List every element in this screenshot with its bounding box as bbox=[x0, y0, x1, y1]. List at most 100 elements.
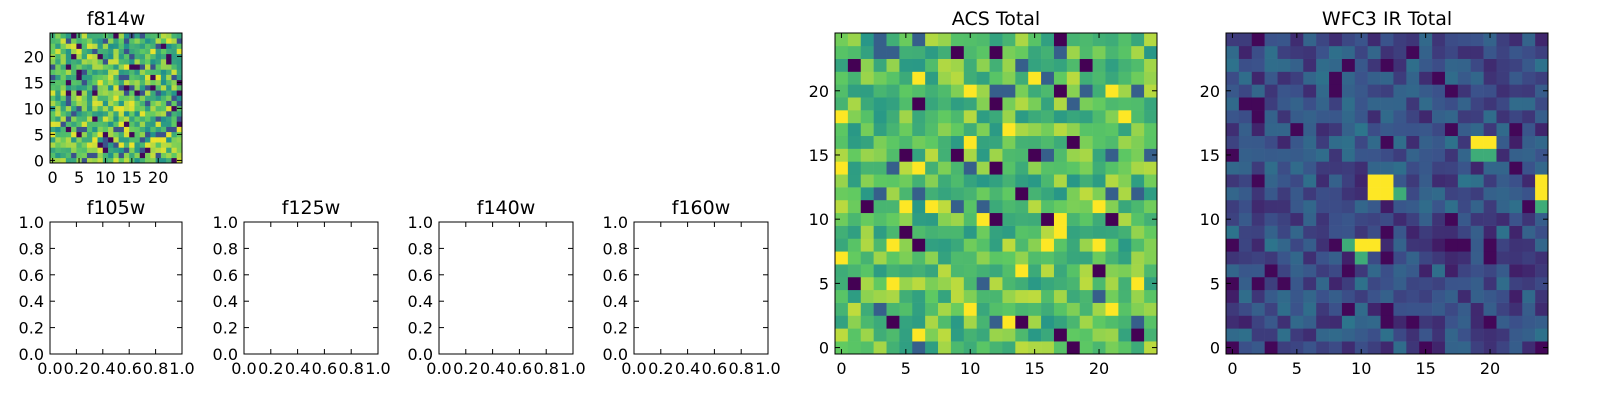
heatmap-cell bbox=[1535, 33, 1549, 47]
heatmap-cell bbox=[176, 38, 183, 44]
heatmap-cell bbox=[1316, 276, 1330, 291]
heatmap-cell bbox=[912, 289, 926, 303]
heatmap-cell bbox=[1105, 84, 1119, 98]
heatmap-cell bbox=[118, 74, 125, 81]
heatmap-cell bbox=[1144, 84, 1158, 98]
heatmap-cell bbox=[950, 174, 965, 188]
heatmap-cell bbox=[86, 121, 93, 127]
heatmap-cell bbox=[1483, 110, 1497, 124]
axes-frame bbox=[243, 221, 379, 355]
heatmap-cell bbox=[1316, 84, 1330, 98]
heatmap-cell bbox=[1329, 225, 1343, 239]
heatmap-cell bbox=[92, 38, 98, 44]
heatmap-cell bbox=[1105, 302, 1119, 316]
heatmap-cell bbox=[1290, 148, 1304, 162]
heatmap-cell bbox=[925, 122, 939, 137]
heatmap-cell bbox=[129, 116, 135, 122]
heatmap-cell bbox=[1354, 71, 1368, 85]
heatmap-cell bbox=[50, 85, 56, 91]
heatmap-cell bbox=[1522, 45, 1536, 59]
heatmap-cell bbox=[86, 74, 93, 81]
heatmap-cell bbox=[65, 33, 72, 39]
heatmap-cell bbox=[873, 148, 887, 162]
heatmap-cell bbox=[989, 199, 1003, 214]
heatmap-cell bbox=[1028, 187, 1042, 201]
heatmap-cell bbox=[1290, 328, 1304, 342]
heatmap-cell bbox=[1496, 264, 1510, 278]
x-tick-label: 0.0 bbox=[37, 359, 62, 378]
heatmap-cell bbox=[81, 69, 88, 75]
heatmap-cell bbox=[129, 74, 135, 81]
heatmap-cell bbox=[1277, 251, 1291, 265]
heatmap-cell bbox=[1092, 58, 1106, 72]
heatmap-cell bbox=[847, 276, 862, 291]
heatmap-cell bbox=[1393, 71, 1407, 85]
heatmap-cell bbox=[1002, 71, 1016, 85]
heatmap-cell bbox=[1015, 84, 1029, 98]
heatmap-cell bbox=[1496, 135, 1510, 149]
heatmap-cell bbox=[92, 152, 98, 159]
heatmap-cell bbox=[989, 97, 1003, 111]
heatmap-cell bbox=[1509, 33, 1523, 47]
heatmap-cell bbox=[989, 45, 1003, 59]
heatmap-cell bbox=[1329, 212, 1343, 226]
heatmap-cell bbox=[65, 59, 72, 65]
heatmap-cell bbox=[976, 174, 990, 188]
heatmap-cell bbox=[76, 152, 82, 159]
heatmap-cell bbox=[886, 161, 900, 175]
heatmap-cell bbox=[950, 161, 965, 175]
heatmap-cell bbox=[886, 315, 900, 329]
heatmap-cell bbox=[1264, 33, 1278, 47]
heatmap-cell bbox=[899, 71, 913, 85]
heatmap-cell bbox=[1226, 110, 1240, 124]
heatmap-cell bbox=[134, 33, 141, 39]
heatmap-cell bbox=[1251, 238, 1265, 252]
heatmap-cell bbox=[1290, 58, 1304, 72]
heatmap-cell bbox=[1419, 238, 1433, 252]
heatmap-cell bbox=[60, 53, 67, 60]
heatmap-cell bbox=[139, 111, 146, 117]
heatmap-cell bbox=[847, 302, 862, 316]
heatmap-cell bbox=[989, 315, 1003, 329]
heatmap-cell bbox=[76, 69, 82, 75]
heatmap-cell bbox=[139, 74, 146, 81]
heatmap-cell bbox=[1535, 264, 1549, 278]
x-tick-label: 0.0 bbox=[231, 359, 256, 378]
heatmap-cell bbox=[145, 137, 151, 143]
heatmap-cell bbox=[1118, 238, 1132, 252]
heatmap-cell bbox=[1367, 135, 1381, 149]
heatmap-cell bbox=[1251, 315, 1265, 329]
heatmap-cell bbox=[123, 131, 130, 138]
heatmap-cell bbox=[123, 53, 130, 60]
heatmap-cell bbox=[145, 116, 151, 122]
heatmap-cell bbox=[976, 33, 990, 47]
heatmap-cell bbox=[1303, 289, 1317, 303]
heatmap-cell bbox=[1329, 341, 1343, 355]
heatmap-cell bbox=[102, 105, 109, 112]
heatmap-cell bbox=[899, 84, 913, 98]
heatmap-cell bbox=[160, 131, 167, 138]
heatmap-cell bbox=[86, 64, 93, 70]
heatmap-cell bbox=[1522, 135, 1536, 149]
heatmap-cell bbox=[1432, 161, 1446, 175]
heatmap-cell bbox=[113, 43, 119, 49]
heatmap-cell bbox=[1470, 161, 1484, 175]
heatmap-cell bbox=[97, 111, 104, 117]
heatmap-cell bbox=[1277, 110, 1291, 124]
heatmap-cell bbox=[92, 116, 98, 122]
heatmap-cell bbox=[1303, 302, 1317, 316]
heatmap-cell bbox=[1264, 122, 1278, 137]
heatmap-cell bbox=[1290, 110, 1304, 124]
heatmap-cell bbox=[81, 85, 88, 91]
heatmap-cell bbox=[925, 45, 939, 59]
heatmap-cell bbox=[925, 315, 939, 329]
heatmap-cell bbox=[145, 43, 151, 49]
heatmap-cell bbox=[1483, 161, 1497, 175]
heatmap-cell bbox=[1535, 97, 1549, 111]
heatmap-cell bbox=[1457, 71, 1472, 85]
heatmap-cell bbox=[1131, 238, 1145, 252]
heatmap-cell bbox=[1483, 187, 1497, 201]
x-tick-label: 0.6 bbox=[507, 359, 532, 378]
heatmap-cell bbox=[1144, 174, 1158, 188]
